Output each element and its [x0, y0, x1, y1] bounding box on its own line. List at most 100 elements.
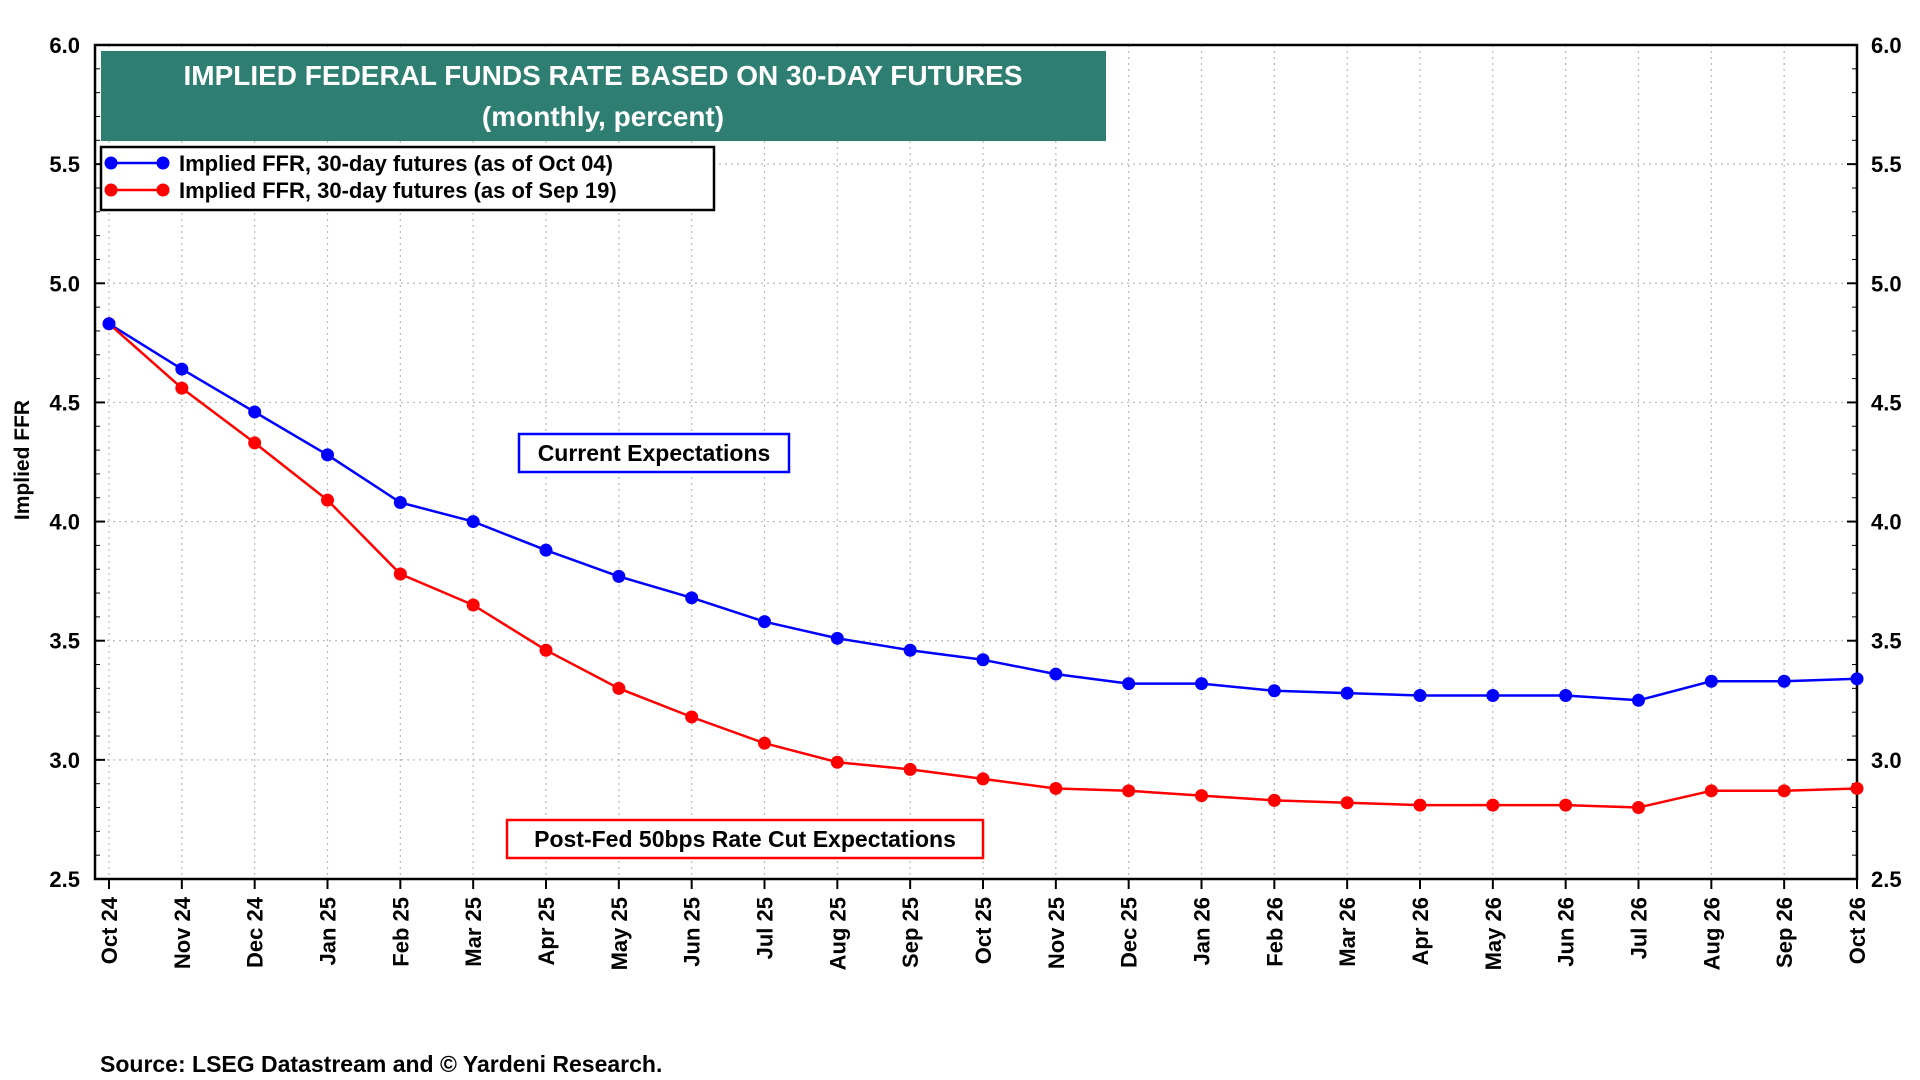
- legend-swatch-red-dot-left: [104, 183, 118, 197]
- series-lines: [102, 317, 1864, 815]
- data-point-sep19: [539, 643, 553, 657]
- data-point-sep19: [175, 381, 189, 395]
- x-tick-label: Nov 24: [170, 896, 195, 969]
- legend-swatch-blue-dot-right: [156, 156, 170, 170]
- y-tick-label-left: 2.5: [49, 867, 80, 892]
- y-tick-label-left: 5.5: [49, 152, 80, 177]
- title-box: IMPLIED FEDERAL FUNDS RATE BASED ON 30-D…: [101, 51, 1106, 141]
- y-tick-label-right: 3.5: [1871, 629, 1902, 654]
- legend-swatch-red-dot-right: [156, 183, 170, 197]
- data-point-oct04: [1122, 677, 1136, 691]
- data-point-oct04: [1632, 693, 1645, 707]
- data-point-sep19: [1704, 784, 1718, 798]
- y-tick-label-left: 3.5: [49, 629, 80, 654]
- legend-swatch-blue-dot-left: [104, 156, 118, 170]
- x-tick-label: Jul 26: [1627, 897, 1652, 959]
- series-line-oct04: [108, 322, 1858, 702]
- x-tick-label: Feb 25: [388, 897, 413, 967]
- data-point-oct04: [1559, 689, 1573, 703]
- y-tick-label-left: 6.0: [49, 33, 80, 58]
- data-point-oct04: [1049, 667, 1063, 681]
- annotation-current: Current Expectations: [517, 432, 791, 474]
- annotation-postfed-box: [505, 818, 985, 860]
- x-tick-label: Mar 25: [461, 897, 486, 967]
- x-tick-label: Jan 25: [316, 897, 341, 966]
- data-point-sep19: [393, 567, 407, 581]
- data-point-sep19: [1559, 798, 1573, 812]
- y-tick-label-right: 3.0: [1871, 748, 1902, 773]
- x-tick-label: Jun 26: [1554, 897, 1579, 967]
- data-point-sep19: [1195, 789, 1208, 803]
- plot-frame: [93, 43, 1859, 881]
- y-tick-label-right: 4.0: [1871, 510, 1902, 535]
- data-point-sep19: [466, 598, 480, 612]
- data-point-oct04: [466, 515, 480, 529]
- data-point-oct04: [1195, 677, 1208, 691]
- x-tick-label: Nov 25: [1044, 897, 1069, 969]
- y-tick-label-right: 4.5: [1871, 390, 1902, 415]
- data-point-sep19: [1049, 781, 1063, 795]
- data-point-oct04: [1704, 674, 1718, 688]
- axes: 6.0 6.0 5.5 5.5 5.0 5.0 4.5 4.5 4.0 4.0 3.5 3.5 3.0 3…: [49, 33, 1901, 970]
- annotation-current-text: Current Expectations: [538, 440, 771, 466]
- annotation-current-box: [517, 432, 791, 474]
- data-point-oct04: [903, 643, 917, 657]
- x-tick-label: Aug 26: [1699, 897, 1724, 970]
- x-tick-label: Oct 25: [971, 897, 996, 964]
- source-note: Source: LSEG Datastream and © Yardeni Re…: [100, 1051, 662, 1077]
- x-tick-label: Sep 25: [898, 897, 923, 968]
- y-tick-label-right: 5.0: [1871, 271, 1902, 296]
- data-point-oct04: [1413, 689, 1427, 703]
- data-point-oct04: [830, 631, 844, 645]
- y-tick-label-left: 5.0: [49, 271, 80, 296]
- y-tick-label-right: 2.5: [1871, 867, 1902, 892]
- x-tick-label: Sep 26: [1772, 897, 1797, 968]
- x-tick-label: Feb 26: [1262, 897, 1287, 967]
- data-point-sep19: [1486, 798, 1500, 812]
- data-point-oct04: [321, 448, 334, 462]
- title-background: [101, 51, 1106, 141]
- x-tick-label: Jun 25: [680, 897, 705, 967]
- annotation-postfed-text: Post-Fed 50bps Rate Cut Expectations: [534, 826, 956, 852]
- data-point-sep19: [976, 772, 990, 786]
- data-point-oct04: [612, 569, 626, 583]
- data-point-oct04: [539, 543, 553, 557]
- data-point-oct04: [758, 615, 771, 629]
- data-point-oct04: [248, 405, 262, 419]
- data-point-sep19: [248, 436, 262, 450]
- data-point-sep19: [321, 493, 334, 507]
- y-tick-label-left: 3.0: [49, 748, 80, 773]
- data-point-sep19: [1777, 784, 1791, 798]
- x-tick-label: Aug 25: [825, 897, 850, 970]
- data-point-oct04: [1486, 689, 1500, 703]
- y-tick-label-left: 4.0: [49, 510, 80, 535]
- data-point-oct04: [1340, 686, 1354, 700]
- data-point-oct04: [1777, 674, 1791, 688]
- legend-label-sep19: Implied FFR, 30-day futures (as of Sep 1…: [179, 178, 617, 203]
- data-point-oct04: [175, 362, 189, 376]
- legend-box: [99, 145, 716, 212]
- x-tick-label: Dec 25: [1117, 897, 1142, 968]
- y-axis-title: Implied FFR: [11, 400, 34, 520]
- legend-label-oct04: Implied FFR, 30-day futures (as of Oct 0…: [179, 151, 613, 176]
- data-point-sep19: [685, 710, 699, 724]
- data-point-sep19: [830, 755, 844, 769]
- data-point-oct04: [393, 496, 407, 510]
- x-tick-label: Oct 24: [97, 896, 122, 964]
- data-point-oct04: [976, 653, 990, 667]
- x-tick-label: Jan 26: [1190, 897, 1215, 966]
- chart-title: IMPLIED FEDERAL FUNDS RATE BASED ON 30-D…: [183, 60, 1022, 91]
- x-tick-label: May 25: [607, 897, 632, 970]
- data-point-sep19: [903, 762, 917, 776]
- y-tick-label-right: 5.5: [1871, 152, 1902, 177]
- annotation-postfed: Post-Fed 50bps Rate Cut Expectations: [505, 818, 985, 860]
- data-point-sep19: [1632, 801, 1645, 815]
- data-point-sep19: [758, 736, 771, 750]
- data-point-sep19: [1850, 781, 1864, 795]
- data-point-sep19: [1122, 784, 1136, 798]
- data-point-oct04: [102, 317, 116, 331]
- chart-subtitle: (monthly, percent): [482, 101, 724, 132]
- data-point-sep19: [612, 681, 626, 695]
- x-tick-label: Mar 26: [1335, 897, 1360, 967]
